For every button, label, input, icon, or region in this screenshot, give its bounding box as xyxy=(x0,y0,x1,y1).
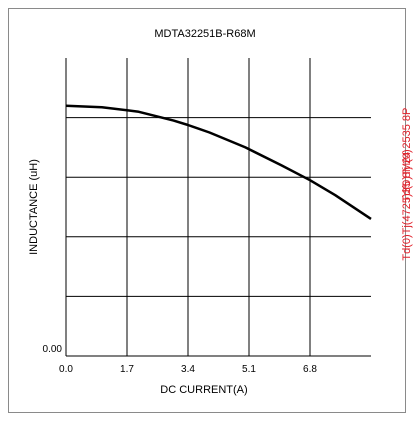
grid xyxy=(66,58,371,356)
chart-frame xyxy=(8,8,406,413)
chart-title: MDTA32251B-R68M xyxy=(154,28,255,40)
series-group xyxy=(65,104,372,220)
y-tick-label: 0.00 xyxy=(43,344,63,355)
plot-border xyxy=(65,58,371,357)
overlay-stamp-b: Td(0)Tj(4725)35 8M(0) xyxy=(401,149,413,260)
series-line-inductance xyxy=(65,104,372,220)
x-tick-label: 1.7 xyxy=(120,364,134,375)
x-tick-labels: 0.0 1.7 3.4 5.1 6.8 xyxy=(59,364,317,375)
x-tick-label: 6.8 xyxy=(303,364,317,375)
overlay-stamp-a: Td(0)Tj 24 2535 8P xyxy=(401,108,413,203)
y-tick-labels: 0.00 xyxy=(43,344,63,355)
x-tick-label: 5.1 xyxy=(242,364,256,375)
x-tick-label: 3.4 xyxy=(181,364,195,375)
y-axis-label: INDUCTANCE (uH) xyxy=(28,159,40,255)
x-axis-label: DC CURRENT(A) xyxy=(160,384,247,396)
x-tick-label: 0.0 xyxy=(59,364,73,375)
